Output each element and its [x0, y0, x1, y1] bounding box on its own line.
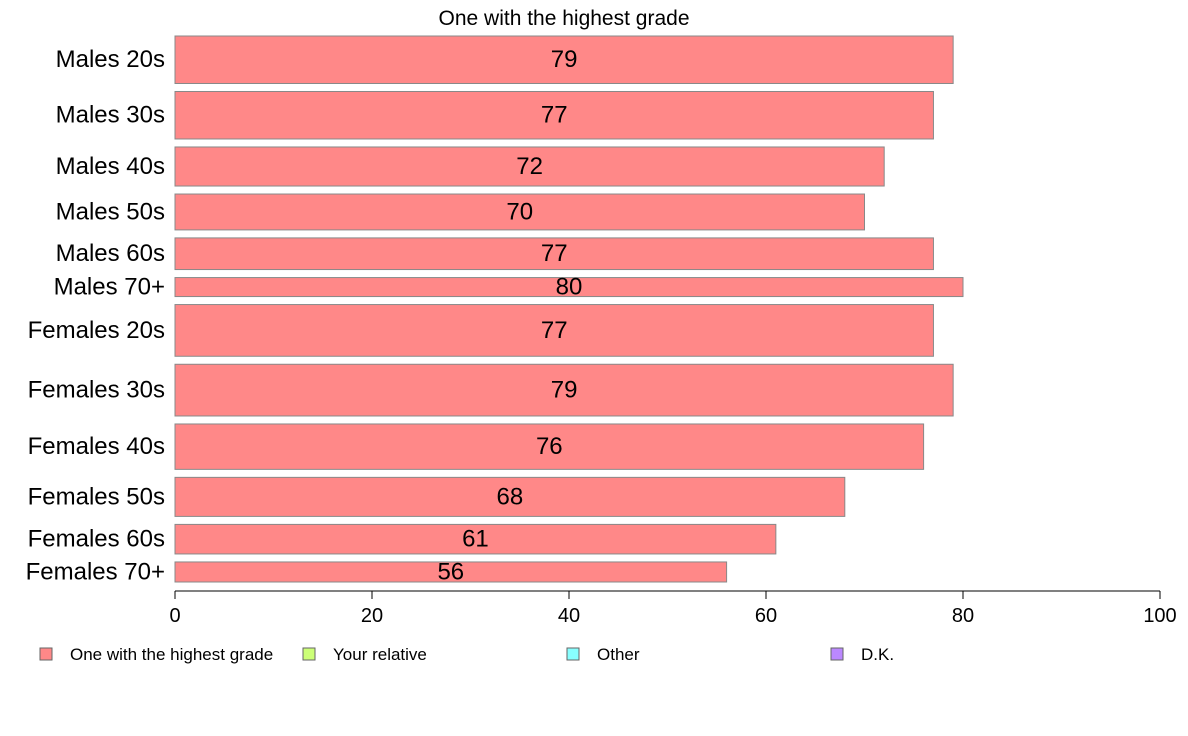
category-label: Females 20s: [28, 317, 165, 344]
category-label: Males 60s: [56, 240, 165, 267]
value-label: 72: [516, 153, 543, 180]
legend-label: Other: [597, 645, 640, 664]
value-label: 77: [541, 240, 568, 267]
value-label: 68: [497, 483, 524, 510]
value-label: 61: [462, 526, 489, 553]
category-label: Females 50s: [28, 483, 165, 510]
legend-swatch: [830, 647, 844, 661]
category-label: Males 30s: [56, 102, 165, 129]
value-label: 76: [536, 433, 563, 460]
x-tick-label: 40: [558, 605, 580, 627]
bar-2: [174, 146, 885, 187]
bar-5: [174, 277, 964, 298]
legend-swatch: [302, 647, 316, 661]
legend-swatch: [566, 647, 580, 661]
x-tick-label: 100: [1143, 605, 1176, 627]
value-label: 56: [437, 558, 464, 585]
legend-swatch: [39, 647, 53, 661]
x-tick-label: 0: [169, 605, 180, 627]
bar-4: [174, 237, 934, 271]
value-label: 77: [541, 317, 568, 344]
category-label: Males 20s: [56, 46, 165, 73]
value-label: 79: [551, 46, 578, 73]
category-label: Females 60s: [28, 526, 165, 553]
x-tick-label: 80: [952, 605, 974, 627]
x-axis: 0 20 40 60 80 100: [169, 590, 1177, 627]
category-label: Females 30s: [28, 377, 165, 404]
category-label: Males 40s: [56, 153, 165, 180]
legend-label: Your relative: [333, 645, 427, 664]
bar-0: [174, 35, 954, 84]
category-label: Females 40s: [28, 433, 165, 460]
bars-group: Males 20s 79 Males 30s 77 Males 40s 72 Males 5…: [26, 35, 964, 585]
bar-9: [174, 476, 846, 517]
x-tick-label: 20: [361, 605, 383, 627]
category-label: Females 70+: [26, 558, 165, 585]
x-tick-label: 60: [755, 605, 777, 627]
category-label: Males 50s: [56, 198, 165, 225]
value-label: 79: [551, 377, 578, 404]
legend: One with the highest grade Your relative O…: [39, 645, 894, 664]
legend-label: D.K.: [861, 645, 894, 664]
bar-10: [174, 523, 777, 555]
bar-7: [174, 363, 954, 417]
chart-title: One with the highest grade: [439, 7, 690, 30]
value-label: 80: [556, 274, 583, 301]
bar-11: [174, 561, 728, 583]
bar-6: [174, 304, 934, 357]
bar-3: [174, 193, 865, 231]
bar-8: [174, 423, 925, 470]
value-label: 70: [506, 198, 533, 225]
value-label: 77: [541, 102, 568, 129]
category-label: Males 70+: [54, 274, 165, 301]
bar-1: [174, 90, 934, 140]
legend-label: One with the highest grade: [70, 645, 273, 664]
